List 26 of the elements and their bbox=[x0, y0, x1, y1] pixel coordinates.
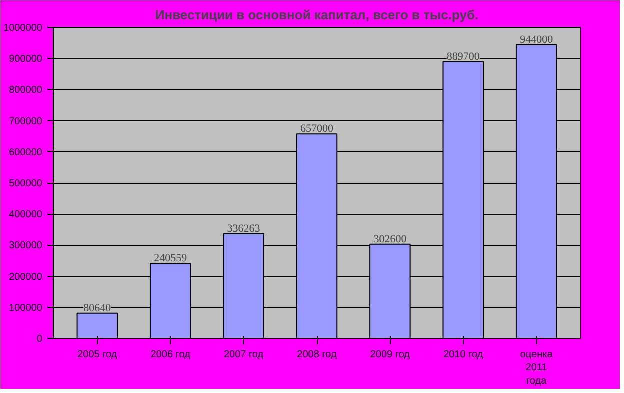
x-tick-label: 2005 год bbox=[78, 350, 118, 360]
x-tick-label: 2010 год bbox=[444, 350, 484, 360]
y-tick-label: 100000 bbox=[9, 302, 43, 314]
x-tick-label: 2007 год bbox=[224, 350, 264, 360]
y-tick-label: 900000 bbox=[9, 54, 43, 66]
chart-title: Инвестиции в основной капитал, всего в тыс.руб. bbox=[155, 8, 479, 22]
x-tick-label: оценка 2011 года bbox=[520, 350, 554, 387]
data-label: 302600 bbox=[374, 233, 408, 246]
y-tick-label: 400000 bbox=[9, 210, 43, 221]
data-label: 240559 bbox=[154, 252, 188, 265]
y-tick-label: 0 bbox=[36, 334, 43, 345]
y-tick-label: 800000 bbox=[9, 85, 43, 96]
y-tick-label: 300000 bbox=[9, 240, 43, 252]
y-tick-label: 500000 bbox=[9, 178, 43, 190]
data-label: 889700 bbox=[446, 50, 480, 63]
y-tick-label: 1000000 bbox=[4, 23, 43, 34]
data-label: 944000 bbox=[520, 34, 554, 46]
x-tick-label: 2008 год bbox=[297, 350, 337, 360]
x-tick-label: 2006 год bbox=[150, 350, 191, 360]
y-tick-label: 700000 bbox=[9, 116, 43, 128]
x-tick-label: 2009 год bbox=[370, 350, 410, 360]
y-tick-label: 200000 bbox=[9, 272, 43, 283]
data-label: 80640 bbox=[84, 302, 112, 314]
y-tick-label: 600000 bbox=[9, 147, 43, 158]
data-label: 657000 bbox=[300, 123, 334, 136]
data-label: 336263 bbox=[227, 222, 261, 235]
